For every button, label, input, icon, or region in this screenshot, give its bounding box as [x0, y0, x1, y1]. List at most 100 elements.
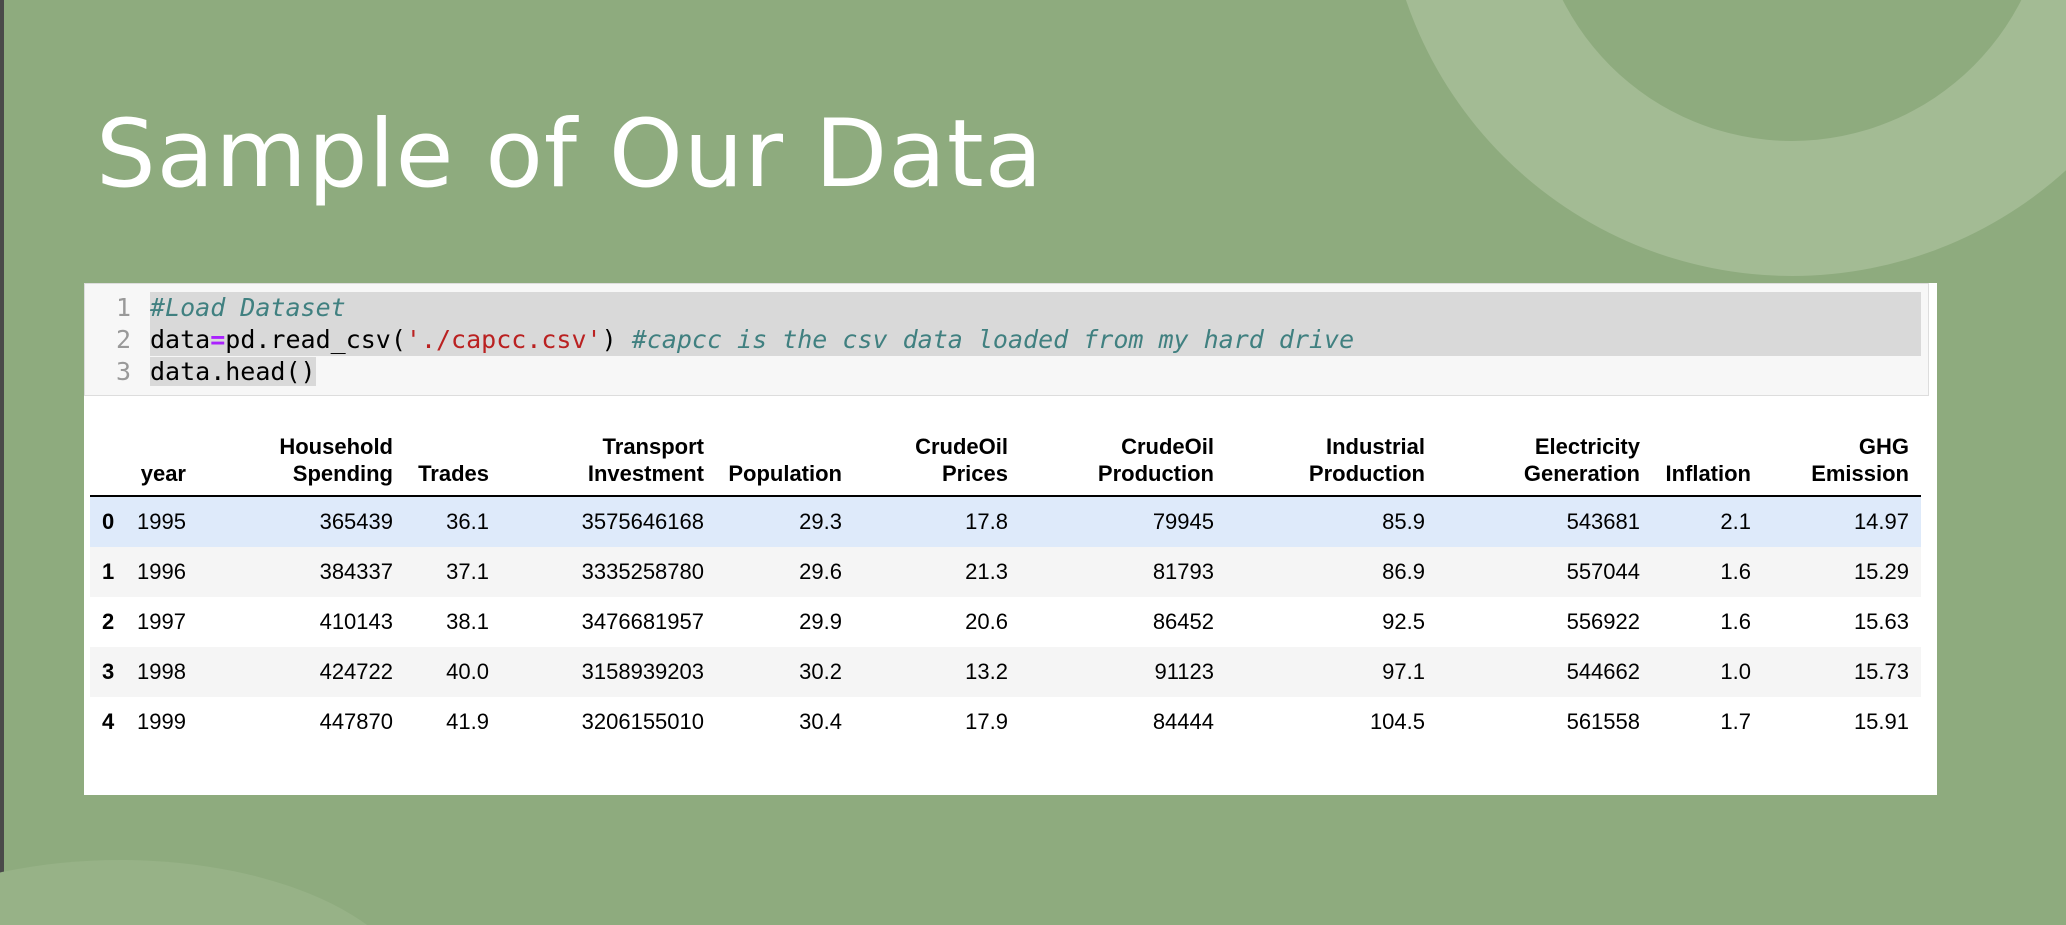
- table-cell: 410143: [319, 609, 393, 634]
- column-header-text: Inflation: [1665, 461, 1751, 486]
- code-token: './capcc.csv': [405, 325, 602, 354]
- table-cell: 1.6: [1720, 559, 1751, 584]
- table-cell: 1998: [137, 659, 186, 684]
- column-header: Population: [716, 433, 854, 497]
- table-cell: 1995: [137, 509, 186, 534]
- column-header-text: Trades: [418, 461, 489, 486]
- table-cell: 86.9: [1382, 559, 1425, 584]
- table-cell: 447870: [319, 709, 393, 734]
- column-header-text: GHG Emission: [1811, 434, 1909, 486]
- code-token: #capcc is the csv data loaded from my ha…: [631, 325, 1355, 354]
- row-index: 1: [102, 559, 115, 584]
- row-index: 3: [102, 659, 115, 684]
- column-header: Transport Investment: [501, 433, 716, 497]
- table-cell: 20.6: [965, 609, 1008, 634]
- table-row: 3 1998 424722 40.0 3158939203 30.2 13.2 91123 97…: [90, 647, 1921, 697]
- table-cell: 84444: [1152, 709, 1214, 734]
- table-cell: 30.2: [799, 659, 842, 684]
- table-cell: 30.4: [799, 709, 842, 734]
- table-cell: 37.1: [446, 559, 489, 584]
- left-edge: [0, 0, 4, 925]
- notebook-cell: 1 2 3 #Load Dataset data=pd.read_csv('./cap…: [84, 283, 1937, 795]
- dataframe: year Household Spending Trades Transport In…: [90, 433, 1921, 747]
- code-token: data.head(): [150, 357, 316, 386]
- decor-circle: [0, 860, 368, 925]
- slide-title: Sample of Our Data: [96, 100, 1044, 209]
- code-highlight: data.head(): [150, 357, 316, 386]
- table-cell: 29.3: [799, 509, 842, 534]
- code-line: data.head(): [150, 356, 1921, 388]
- table-cell: 15.63: [1853, 609, 1909, 634]
- column-header: CrudeOil Prices: [854, 433, 1020, 497]
- column-header: Inflation: [1652, 433, 1763, 497]
- table-cell: 424722: [319, 659, 393, 684]
- table-cell: 1997: [137, 609, 186, 634]
- index-header: [90, 433, 126, 497]
- table-cell: 3575646168: [581, 509, 704, 534]
- code-token: ): [601, 325, 632, 354]
- table-cell: 556922: [1566, 609, 1640, 634]
- table-cell: 92.5: [1382, 609, 1425, 634]
- code-lines: #Load Dataset data=pd.read_csv('./capcc.c…: [150, 292, 1921, 388]
- table-cell: 17.8: [965, 509, 1008, 534]
- table-cell: 104.5: [1369, 709, 1425, 734]
- table-cell: 15.29: [1853, 559, 1909, 584]
- table-cell: 79945: [1152, 509, 1214, 534]
- column-header: Electricity Generation: [1437, 433, 1652, 497]
- table-cell: 1.0: [1720, 659, 1751, 684]
- column-header-text: Electricity Generation: [1523, 434, 1640, 486]
- table-cell: 561558: [1566, 709, 1640, 734]
- decor-circle: [1562, 0, 2022, 141]
- table-row: 0 1995 365439 36.1 3575646168 29.3 17.8 79945 85…: [90, 496, 1921, 547]
- table-cell: 85.9: [1382, 509, 1425, 534]
- table-cell: 557044: [1566, 559, 1640, 584]
- column-header-text: Industrial Production: [1308, 434, 1425, 486]
- table-cell: 38.1: [446, 609, 489, 634]
- table-cell: 86452: [1152, 609, 1214, 634]
- table-cell: 40.0: [446, 659, 489, 684]
- table-cell: 81793: [1152, 559, 1214, 584]
- column-header: Trades: [405, 433, 501, 497]
- column-header-text: year: [140, 461, 186, 486]
- table-cell: 97.1: [1382, 659, 1425, 684]
- table-cell: 1.6: [1720, 609, 1751, 634]
- column-header: GHG Emission: [1763, 433, 1921, 497]
- table-cell: 36.1: [446, 509, 489, 534]
- table-cell: 15.73: [1853, 659, 1909, 684]
- table-cell: 17.9: [965, 709, 1008, 734]
- row-index: 4: [102, 709, 115, 734]
- table-cell: 3476681957: [581, 609, 704, 634]
- table-cell: 1996: [137, 559, 186, 584]
- line-numbers: 1 2 3: [85, 292, 131, 388]
- table-cell: 15.91: [1853, 709, 1909, 734]
- table-cell: 1.7: [1720, 709, 1751, 734]
- table-cell: 13.2: [965, 659, 1008, 684]
- table-cell: 1999: [137, 709, 186, 734]
- table-cell: 384337: [319, 559, 393, 584]
- code-cell: 1 2 3 #Load Dataset data=pd.read_csv('./cap…: [84, 283, 1929, 396]
- column-header: year: [126, 433, 198, 497]
- row-index: 2: [102, 609, 115, 634]
- table-cell: 3206155010: [581, 709, 704, 734]
- column-header: CrudeOil Production: [1020, 433, 1226, 497]
- line-number: 2: [115, 325, 131, 354]
- line-number: 3: [115, 357, 131, 386]
- table-cell: 3335258780: [581, 559, 704, 584]
- column-header-text: Transport Investment: [587, 434, 705, 486]
- column-header-text: CrudeOil Prices: [915, 434, 1008, 486]
- table-cell: 544662: [1566, 659, 1640, 684]
- table-cell: 21.3: [965, 559, 1008, 584]
- code-token: data: [150, 325, 211, 354]
- code-token: =: [210, 325, 226, 354]
- column-header-text: Population: [728, 461, 842, 486]
- line-number: 1: [115, 293, 131, 322]
- table-cell: 41.9: [446, 709, 489, 734]
- row-index: 0: [102, 509, 115, 534]
- table-cell: 543681: [1566, 509, 1640, 534]
- column-header: Industrial Production: [1226, 433, 1437, 497]
- column-header-text: CrudeOil Production: [1097, 434, 1214, 486]
- table-row: 4 1999 447870 41.9 3206155010 30.4 17.9 84444 10…: [90, 697, 1921, 747]
- table-cell: 3158939203: [581, 659, 704, 684]
